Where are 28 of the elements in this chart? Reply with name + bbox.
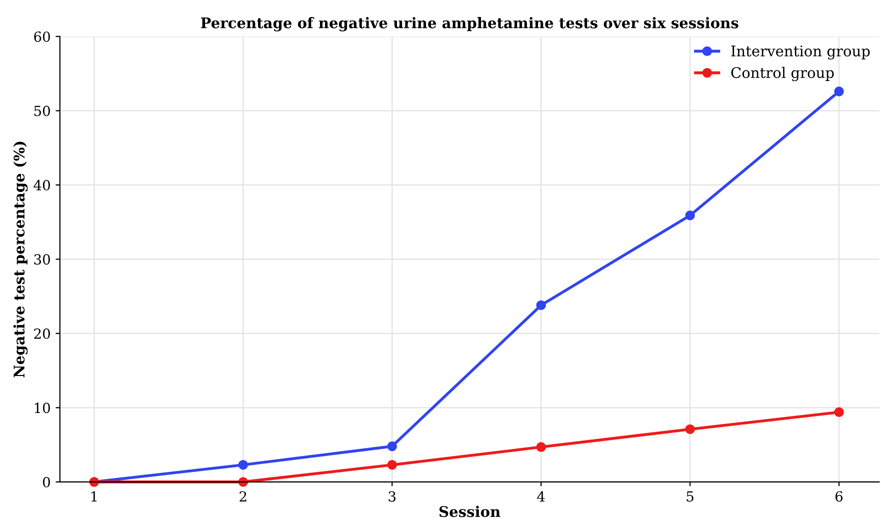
point	[536, 442, 546, 452]
point	[536, 300, 546, 310]
x-tick-label: 1	[91, 491, 97, 502]
legend-label: Intervention group	[731, 46, 870, 60]
point	[834, 407, 844, 417]
legend-label: Control group	[731, 66, 834, 82]
y-tick-label: 60	[34, 31, 50, 42]
y-tick-label: 10	[34, 402, 50, 414]
point	[238, 477, 248, 487]
x-tick-label: 4	[537, 491, 545, 502]
point	[685, 424, 695, 434]
point	[387, 441, 397, 452]
point	[238, 460, 248, 470]
y-tick-label: 40	[34, 180, 50, 190]
point	[387, 460, 397, 470]
x-tick-label: 2	[240, 491, 246, 502]
x-tick-label: 6	[836, 491, 843, 502]
y-axis-title: Negative test percentage (%)	[13, 142, 28, 378]
x-tick-label: 5	[686, 491, 694, 502]
y-tick-label: 50	[34, 106, 50, 116]
y-tick-label: 0	[42, 476, 50, 488]
point	[834, 86, 844, 96]
y-tick-label: 20	[34, 328, 50, 339]
x-tick-label: 3	[388, 491, 396, 502]
x-axis-title: Session	[439, 506, 500, 518]
y-tick-label: 30	[34, 254, 50, 265]
chart-title: Percentage of negative urine amphetamine tests over six sessions	[200, 17, 738, 32]
point	[685, 210, 695, 220]
